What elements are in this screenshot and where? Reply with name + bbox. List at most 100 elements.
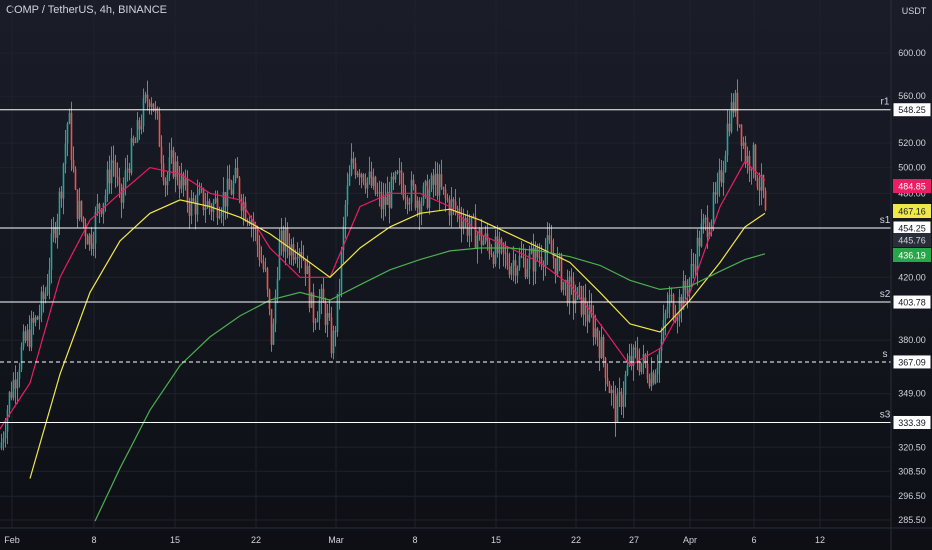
- time-tick-label: 22: [251, 535, 261, 545]
- candle-body: [200, 188, 203, 190]
- candle-body: [494, 236, 497, 264]
- time-axis[interactable]: Feb 8 15 22 Mar 8 15 22 27 Apr 6 12: [4, 535, 825, 545]
- candle-body: [60, 191, 63, 199]
- candle-body: [424, 181, 427, 186]
- candle-body: [692, 264, 695, 266]
- candle-body: [368, 171, 371, 179]
- candle-body: [650, 372, 653, 387]
- chart-title: COMP / TetherUS, 4h, BINANCE: [6, 4, 167, 16]
- candle-body: [186, 178, 189, 204]
- candle-body: [244, 202, 247, 221]
- candle-body: [756, 177, 759, 188]
- currency-label: USDT: [902, 6, 927, 16]
- candle-body: [728, 123, 731, 132]
- candle-body: [362, 174, 365, 183]
- candle-body: [432, 175, 435, 185]
- candle-body: [204, 208, 207, 210]
- candle-body: [512, 260, 515, 267]
- candle-body: [170, 150, 173, 158]
- candle-body: [302, 258, 305, 260]
- time-tick-label: 12: [815, 535, 825, 545]
- candle-body: [622, 394, 625, 407]
- price-tick-label: 308.50: [898, 466, 926, 476]
- candle-body: [18, 369, 21, 379]
- candle-body: [578, 285, 581, 288]
- candle-body: [736, 92, 739, 125]
- candle-body: [232, 181, 235, 195]
- candle-body: [452, 199, 455, 202]
- candle-body: [656, 367, 659, 375]
- candle-body: [40, 291, 43, 316]
- candle-body: [442, 186, 445, 190]
- candle-body: [742, 142, 745, 146]
- candle-body: [96, 203, 99, 212]
- price-tick-label: 480.00: [898, 188, 926, 198]
- candle-body: [126, 168, 129, 171]
- candle-body: [360, 174, 363, 178]
- candle-body: [472, 216, 475, 218]
- candle-body: [434, 173, 437, 185]
- candle-body: [562, 281, 565, 290]
- candle-body: [336, 293, 339, 332]
- candle-body: [100, 209, 103, 215]
- candle-body: [192, 198, 195, 202]
- candle-body: [630, 355, 633, 366]
- candle-body: [272, 323, 275, 345]
- candle-body: [130, 138, 133, 173]
- candle-body: [320, 288, 323, 301]
- candle-body: [260, 259, 263, 262]
- candle-body: [172, 150, 175, 177]
- candle-body: [568, 276, 571, 304]
- candle-body: [114, 162, 117, 177]
- candle-body: [534, 247, 537, 272]
- candle-body: [592, 314, 595, 338]
- candle-body: [412, 179, 415, 186]
- candle-body: [668, 294, 671, 307]
- price-axis[interactable]: 600.00 520.00 500.00 480.00 420.00 380.00 349.…: [898, 48, 926, 525]
- candle-body: [596, 328, 599, 340]
- level-value-box: [892, 102, 932, 118]
- candle-body: [602, 336, 605, 358]
- candle-body: [294, 257, 297, 260]
- candle-body: [710, 221, 713, 233]
- candle-body: [478, 228, 481, 236]
- candle-body: [326, 313, 329, 325]
- candle-body: [66, 123, 69, 144]
- candle-body: [220, 212, 223, 217]
- candle-body: [218, 216, 221, 218]
- candle-body: [144, 94, 147, 98]
- candle-body: [392, 176, 395, 180]
- candle-body: [146, 94, 149, 102]
- candle-body: [428, 189, 431, 208]
- candle-body: [764, 190, 767, 211]
- time-tick-label: Apr: [683, 535, 697, 545]
- candle-body: [2, 438, 5, 443]
- candle-body: [614, 393, 617, 423]
- time-tick-label: 22: [571, 535, 581, 545]
- candle-body: [62, 164, 65, 199]
- candle-body: [582, 297, 585, 315]
- candle-body: [466, 217, 469, 236]
- candle-body: [762, 174, 765, 191]
- candle-body: [516, 267, 519, 276]
- candle-body: [338, 291, 341, 294]
- candle-body: [98, 203, 101, 210]
- candle-body: [528, 253, 531, 270]
- candle-body: [58, 191, 61, 220]
- candle-body: [608, 384, 611, 394]
- price-tags: 484.85 467.16 445.76 436.19: [893, 179, 931, 262]
- candle-body: [234, 167, 237, 182]
- candle-body: [92, 243, 95, 249]
- candle-body: [642, 354, 645, 363]
- time-tick-label: Feb: [4, 535, 20, 545]
- candle-body: [632, 347, 635, 366]
- candle-body: [262, 261, 265, 269]
- candle-body: [606, 378, 609, 385]
- candle-body: [438, 174, 441, 196]
- candle-body: [618, 391, 621, 396]
- candle-body: [236, 167, 239, 178]
- candle-body: [628, 355, 631, 365]
- candle-body: [576, 287, 579, 300]
